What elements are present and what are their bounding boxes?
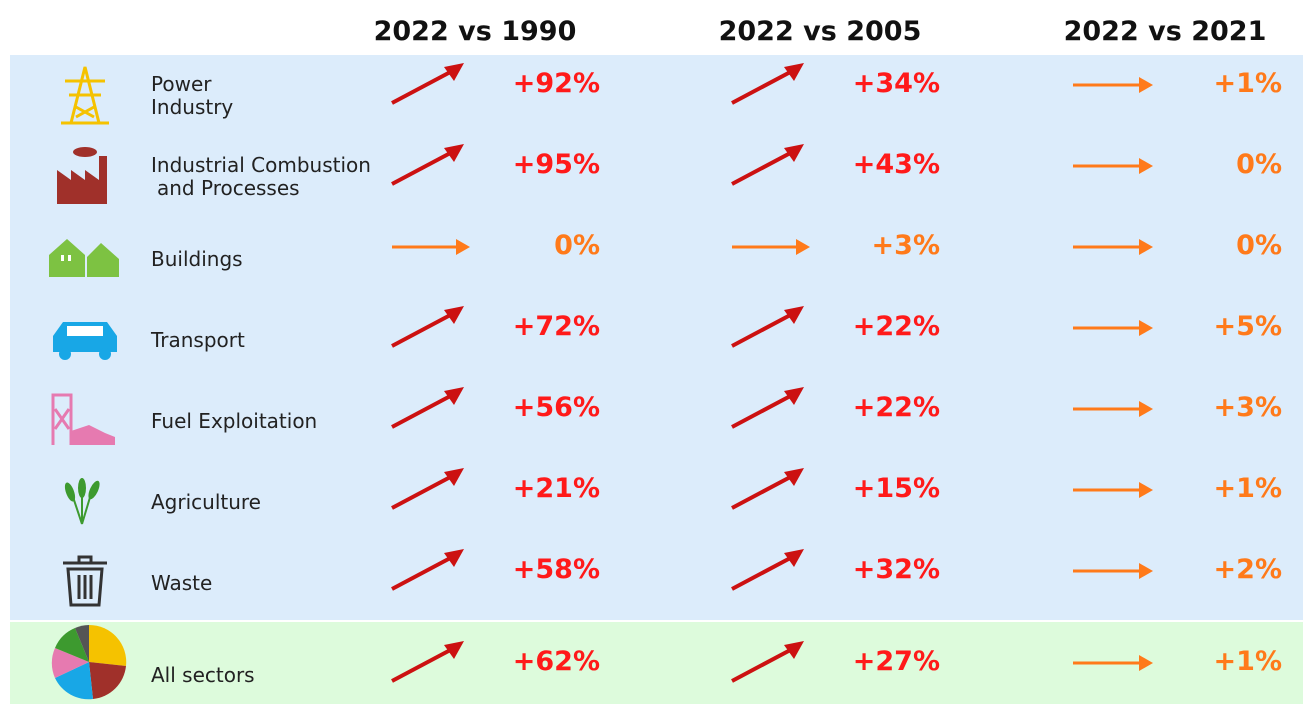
up-arrow: [391, 645, 457, 683]
icons: [49, 66, 127, 700]
arrow-head: [1139, 655, 1153, 671]
change-value: +22%: [853, 392, 940, 423]
sector-background: [10, 55, 1303, 620]
power-icon: [61, 66, 109, 125]
sector-label: Industrial Combustion: [151, 153, 371, 177]
sector-label: Fuel Exploitation: [151, 409, 317, 433]
change-value: +5%: [1214, 311, 1282, 342]
change-value: +32%: [853, 554, 940, 585]
arrow-head: [1139, 239, 1153, 255]
up-arrow: [391, 391, 457, 429]
change-value: +15%: [853, 473, 940, 504]
arrow-head: [444, 468, 464, 486]
arrow-head: [444, 63, 464, 81]
column-header: 2022 vs 2005: [719, 16, 922, 47]
arrow-head: [784, 144, 804, 162]
up-arrow: [731, 391, 797, 429]
arrow-head: [784, 63, 804, 81]
arrow-head: [784, 641, 804, 659]
arrow-head: [784, 468, 804, 486]
arrow-head: [1139, 158, 1153, 174]
change-value: +1%: [1214, 646, 1282, 677]
column-header: 2022 vs 1990: [374, 16, 577, 47]
waste-icon: [63, 555, 107, 607]
up-arrow: [731, 67, 797, 105]
arrow-head: [444, 549, 464, 567]
change-value: +56%: [513, 392, 600, 423]
up-arrow: [391, 310, 457, 348]
arrow-head: [784, 387, 804, 405]
arrow-head: [796, 239, 810, 255]
arrow-head: [444, 387, 464, 405]
change-value: +72%: [513, 311, 600, 342]
change-value: +27%: [853, 646, 940, 677]
change-value: +21%: [513, 473, 600, 504]
change-value: +2%: [1214, 554, 1282, 585]
change-value: +1%: [1214, 68, 1282, 99]
up-arrow: [731, 310, 797, 348]
transport-icon: [53, 322, 117, 360]
up-arrow: [391, 148, 457, 186]
change-value: +1%: [1214, 473, 1282, 504]
up-arrow: [391, 67, 457, 105]
change-value: +3%: [872, 230, 940, 261]
change-value: +95%: [513, 149, 600, 180]
agriculture-icon: [64, 478, 100, 525]
sector-label: Industry: [151, 95, 233, 119]
arrow-head: [444, 641, 464, 659]
change-value: +3%: [1214, 392, 1282, 423]
arrow-head: [444, 306, 464, 324]
change-value: +58%: [513, 554, 600, 585]
up-arrow: [731, 472, 797, 510]
arrow-head: [456, 239, 470, 255]
column-header: 2022 vs 2021: [1064, 16, 1267, 47]
industry-icon: [57, 147, 107, 204]
fuel-icon: [51, 393, 115, 445]
change-value: 0%: [1236, 149, 1282, 180]
up-arrow: [731, 645, 797, 683]
sector-label: and Processes: [157, 176, 300, 200]
arrow-head: [1139, 401, 1153, 417]
all-sectors-icon: [51, 624, 127, 700]
sector-label: All sectors: [151, 663, 255, 687]
change-value: +43%: [853, 149, 940, 180]
change-value: 0%: [554, 230, 600, 261]
buildings-icon: [49, 239, 119, 277]
up-arrow: [731, 148, 797, 186]
up-arrow: [391, 553, 457, 591]
arrow-head: [784, 549, 804, 567]
change-value: +62%: [513, 646, 600, 677]
sector-label: Agriculture: [151, 490, 261, 514]
up-arrow: [731, 553, 797, 591]
up-arrow: [391, 472, 457, 510]
sector-label: Power: [151, 72, 212, 96]
arrow-head: [784, 306, 804, 324]
change-value: +22%: [853, 311, 940, 342]
arrow-head: [1139, 77, 1153, 93]
change-value: +92%: [513, 68, 600, 99]
change-value: +34%: [853, 68, 940, 99]
arrow-head: [1139, 320, 1153, 336]
sector-label: Waste: [151, 571, 212, 595]
arrow-head: [1139, 482, 1153, 498]
sector-label: Transport: [150, 328, 245, 352]
arrow-head: [444, 144, 464, 162]
arrow-head: [1139, 563, 1153, 579]
sector-label: Buildings: [151, 247, 243, 271]
change-value: 0%: [1236, 230, 1282, 261]
